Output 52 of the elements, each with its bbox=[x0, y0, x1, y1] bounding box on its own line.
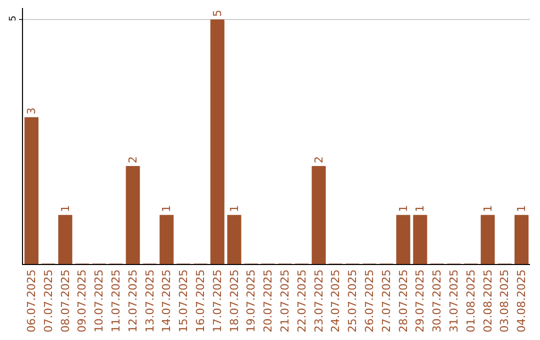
bar bbox=[160, 214, 174, 264]
x-tick-label: 09.07.2025 bbox=[76, 269, 89, 332]
data-label: 2 bbox=[312, 156, 326, 164]
x-tick-label: 16.07.2025 bbox=[194, 269, 208, 332]
x-tick-label: 18.07.2025 bbox=[228, 269, 241, 332]
x-tick-label: 13.07.2025 bbox=[143, 269, 156, 332]
bar bbox=[210, 19, 224, 264]
data-label: 1 bbox=[160, 205, 174, 212]
x-tick-label: 25.07.2025 bbox=[346, 269, 360, 332]
x-tick-label: 11.07.2025 bbox=[110, 269, 123, 332]
bar bbox=[58, 214, 72, 264]
data-label: 1 bbox=[414, 205, 427, 212]
bar bbox=[396, 214, 410, 264]
data-label: 1 bbox=[58, 205, 72, 212]
x-tick-label: 14.07.2025 bbox=[160, 269, 174, 332]
x-tick-label: 12.07.2025 bbox=[126, 269, 140, 332]
x-tick-label: 06.07.2025 bbox=[25, 269, 38, 332]
x-tick-label: 10.07.2025 bbox=[92, 269, 106, 332]
x-tick-label: 20.07.2025 bbox=[262, 269, 275, 332]
x-tick-label: 03.08.2025 bbox=[498, 269, 512, 332]
data-label: 1 bbox=[515, 205, 528, 212]
bar bbox=[227, 214, 242, 264]
bar bbox=[413, 214, 428, 264]
x-tick-label: 29.07.2025 bbox=[414, 269, 427, 332]
x-tick-label: 23.07.2025 bbox=[312, 269, 326, 332]
x-tick-label: 31.07.2025 bbox=[448, 269, 461, 332]
x-tick-label: 04.08.2025 bbox=[515, 269, 528, 332]
bar bbox=[312, 166, 326, 264]
data-label: 2 bbox=[126, 156, 140, 164]
x-tick-label: 19.07.2025 bbox=[244, 269, 258, 332]
data-label: 1 bbox=[396, 205, 410, 212]
bar bbox=[514, 214, 529, 264]
data-label: 5 bbox=[210, 10, 224, 17]
x-tick-label: 26.07.2025 bbox=[363, 269, 376, 332]
x-tick-label: 15.07.2025 bbox=[177, 269, 190, 332]
x-tick-label: 30.07.2025 bbox=[430, 269, 444, 332]
x-tick-label: 27.07.2025 bbox=[380, 269, 393, 332]
data-label: 1 bbox=[481, 205, 494, 212]
bar bbox=[24, 117, 38, 264]
bar bbox=[480, 214, 495, 264]
x-tick-label: 02.08.2025 bbox=[481, 269, 494, 332]
x-tick-label: 08.07.2025 bbox=[58, 269, 72, 332]
x-tick-label: 22.07.2025 bbox=[295, 269, 308, 332]
x-tick-label: 07.07.2025 bbox=[42, 269, 55, 332]
data-label: 1 bbox=[228, 205, 241, 212]
bar bbox=[126, 166, 140, 264]
x-tick-label: 01.08.2025 bbox=[464, 269, 478, 332]
x-tick-label: 17.07.2025 bbox=[210, 269, 224, 332]
x-tick-label: 21.07.2025 bbox=[278, 269, 292, 332]
x-tick-label: 28.07.2025 bbox=[396, 269, 410, 332]
x-tick-label: 24.07.2025 bbox=[329, 269, 342, 332]
data-label: 3 bbox=[24, 107, 38, 114]
